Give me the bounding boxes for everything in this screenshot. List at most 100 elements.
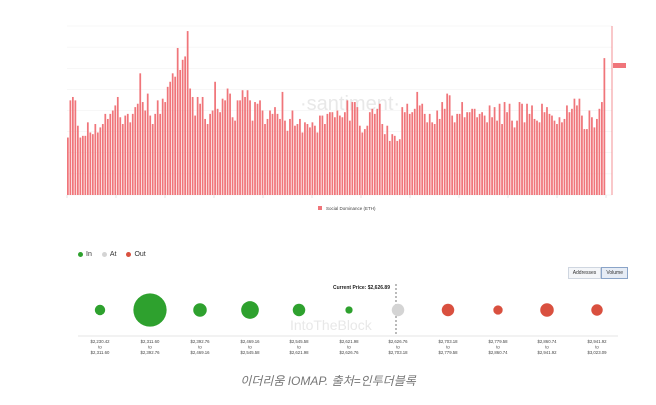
bar xyxy=(351,102,354,195)
bar xyxy=(164,102,167,195)
range-label: to xyxy=(198,345,202,350)
bar xyxy=(388,140,391,195)
bar xyxy=(441,102,444,195)
bar xyxy=(76,125,79,195)
bar xyxy=(261,110,264,195)
bar xyxy=(256,103,259,195)
bar xyxy=(398,139,401,195)
range-label: to xyxy=(297,345,301,350)
range-label: $2,621.98 xyxy=(289,350,309,355)
range-label: $2,545.58 xyxy=(240,350,260,355)
range-bubble[interactable] xyxy=(94,304,106,316)
range-bubble[interactable] xyxy=(540,303,554,317)
bar xyxy=(591,117,593,195)
bar xyxy=(588,110,591,195)
bar xyxy=(329,112,331,195)
bar xyxy=(181,59,184,195)
bar xyxy=(436,110,439,195)
addresses-toggle-button[interactable]: Addresses xyxy=(567,267,602,279)
bar xyxy=(186,31,189,195)
bar xyxy=(139,73,142,195)
bar xyxy=(446,93,449,195)
bar xyxy=(568,112,571,195)
bar xyxy=(501,124,503,195)
bar xyxy=(334,117,336,195)
bar xyxy=(466,112,469,195)
bar xyxy=(576,105,578,195)
bar xyxy=(154,113,157,195)
bar xyxy=(541,103,543,195)
bar xyxy=(508,103,511,195)
range-label: $2,626.76 xyxy=(339,350,359,355)
bar xyxy=(416,91,419,195)
bar xyxy=(119,117,122,195)
bar xyxy=(104,113,107,195)
image-caption: 이더리움 IOMAP. 출처=인투더블록 xyxy=(240,374,416,388)
range-bubble[interactable] xyxy=(292,303,306,317)
range-bubble[interactable] xyxy=(241,301,259,319)
bar xyxy=(339,115,341,195)
range-label: $2,626.76 xyxy=(388,339,408,344)
bar xyxy=(279,118,281,195)
bar xyxy=(408,113,411,195)
bar xyxy=(106,118,109,195)
range-bubble[interactable] xyxy=(591,304,603,316)
bar xyxy=(561,122,563,195)
bar xyxy=(309,127,311,195)
bar xyxy=(146,93,149,195)
current-price-label: Current Price: $2,626.89 xyxy=(333,285,390,291)
bar xyxy=(381,124,384,195)
bar xyxy=(538,122,541,195)
out-dot-icon xyxy=(126,252,132,257)
santiment-watermark: ·santiment· xyxy=(300,93,400,115)
range-label: $2,779.58 xyxy=(438,350,458,355)
bar xyxy=(99,127,102,195)
bar xyxy=(296,124,299,195)
bar xyxy=(129,122,132,195)
range-bubble[interactable] xyxy=(133,293,167,327)
bubbles-group xyxy=(94,293,603,327)
range-label: $2,860.74 xyxy=(488,350,508,355)
legend-at-label: At xyxy=(109,251,117,258)
bar xyxy=(511,120,513,195)
bar xyxy=(286,130,289,195)
bar xyxy=(121,124,124,195)
bar xyxy=(219,112,221,195)
bar xyxy=(311,122,314,195)
bar xyxy=(251,120,254,195)
bar xyxy=(366,125,369,195)
range-label: to xyxy=(148,345,152,350)
bar xyxy=(249,100,251,195)
volume-toggle-button[interactable]: Volume xyxy=(601,267,628,279)
bar xyxy=(371,108,374,195)
bar xyxy=(573,98,576,195)
in-dot-icon xyxy=(78,252,83,257)
range-bubble[interactable] xyxy=(391,303,405,317)
bar xyxy=(383,134,386,195)
bar xyxy=(493,107,496,195)
bar xyxy=(348,120,351,195)
range-bubble[interactable] xyxy=(441,303,455,317)
bar xyxy=(551,115,553,195)
bar xyxy=(373,113,376,195)
bar xyxy=(209,113,211,195)
range-label: $2,703.18 xyxy=(438,339,458,344)
range-bubble[interactable] xyxy=(345,306,353,314)
bar xyxy=(134,107,137,195)
bar xyxy=(361,132,364,195)
bar xyxy=(546,107,548,195)
bar xyxy=(266,118,269,195)
bar xyxy=(593,127,596,195)
bar xyxy=(448,95,451,195)
range-bubble[interactable] xyxy=(193,303,207,317)
range-bubble[interactable] xyxy=(493,305,503,315)
range-label: $2,621.98 xyxy=(339,339,359,344)
bar xyxy=(601,102,603,195)
bar xyxy=(111,110,114,195)
bar xyxy=(294,125,296,195)
bar xyxy=(264,124,266,195)
bar xyxy=(386,125,389,195)
bar xyxy=(246,90,249,195)
bar xyxy=(234,120,236,195)
bar xyxy=(431,122,434,195)
